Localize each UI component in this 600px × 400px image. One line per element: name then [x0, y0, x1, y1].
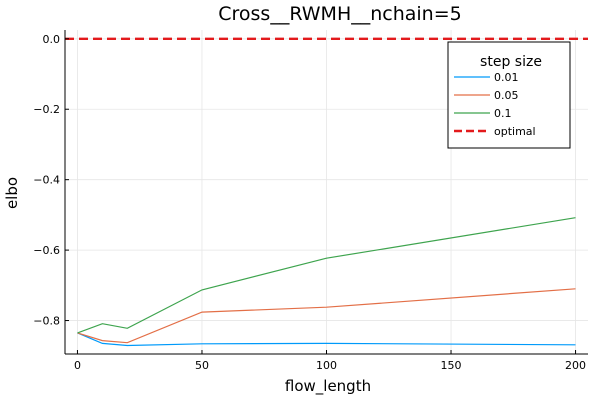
series-line-0-01 — [77, 332, 576, 347]
y-tick-label: −0.8 — [33, 315, 60, 328]
y-tick-label: 0.0 — [43, 33, 61, 46]
series-line-0-05 — [77, 288, 576, 344]
y-tick-label: −0.6 — [33, 244, 60, 257]
chart-title: Cross__RWMH__nchain=5 — [218, 3, 461, 25]
legend-label: 0.1 — [494, 107, 512, 120]
x-axis-ticks: 0 50 100 150 200 — [74, 350, 586, 372]
plot-lines — [65, 37, 588, 347]
x-tick-label: 150 — [441, 359, 462, 372]
y-axis-label: elbo — [3, 177, 21, 209]
legend-label: 0.05 — [494, 89, 519, 102]
x-tick-label: 100 — [316, 359, 337, 372]
legend: step size 0.01 0.05 0.1 optimal — [447, 41, 571, 149]
legend-title: step size — [480, 54, 542, 70]
x-tick-label: 50 — [195, 359, 209, 372]
legend-label: optimal — [494, 125, 536, 138]
legend-label: 0.01 — [494, 71, 519, 84]
y-tick-label: −0.2 — [33, 103, 60, 116]
x-tick-label: 0 — [74, 359, 81, 372]
x-axis-label: flow_length — [285, 377, 371, 396]
y-axis-ticks: 0.0 −0.2 −0.4 −0.6 −0.8 — [33, 33, 69, 328]
y-tick-label: −0.4 — [33, 174, 60, 187]
x-tick-label: 200 — [565, 359, 586, 372]
series-line-0-1 — [77, 217, 576, 334]
